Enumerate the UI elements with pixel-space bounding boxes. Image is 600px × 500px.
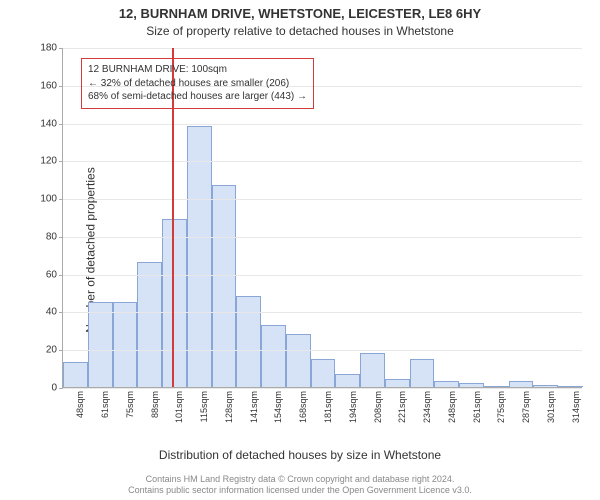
xtick-label: 48sqm — [75, 391, 85, 418]
ytick-mark — [59, 237, 63, 238]
annotation-box: 12 BURNHAM DRIVE: 100sqm← 32% of detache… — [81, 58, 314, 109]
xtick-label: 261sqm — [472, 391, 482, 423]
ytick-mark — [59, 86, 63, 87]
histogram-bar — [459, 383, 484, 387]
histogram-bar — [335, 374, 360, 387]
chart-title: 12, BURNHAM DRIVE, WHETSTONE, LEICESTER,… — [0, 6, 600, 21]
histogram-bar — [187, 126, 212, 387]
gridline — [63, 237, 582, 238]
ytick-label: 180 — [40, 43, 57, 54]
ytick-mark — [59, 48, 63, 49]
histogram-bar — [385, 379, 410, 387]
x-axis-label: Distribution of detached houses by size … — [0, 448, 600, 462]
footer-line-2: Contains public sector information licen… — [0, 485, 600, 496]
annotation-line: ← 32% of detached houses are smaller (20… — [88, 77, 307, 91]
xtick-label: 168sqm — [298, 391, 308, 423]
xtick-label: 61sqm — [100, 391, 110, 418]
plot-area: 02040608010012014016018048sqm61sqm75sqm8… — [62, 48, 582, 388]
histogram-bar — [286, 334, 311, 387]
histogram-bar — [410, 359, 435, 387]
xtick-label: 154sqm — [273, 391, 283, 423]
histogram-bar — [558, 386, 583, 387]
gridline — [63, 388, 582, 389]
histogram-bar — [509, 381, 534, 387]
histogram-bar — [137, 262, 162, 387]
chart-subtitle: Size of property relative to detached ho… — [0, 24, 600, 38]
xtick-label: 275sqm — [496, 391, 506, 423]
xtick-label: 248sqm — [447, 391, 457, 423]
xtick-label: 194sqm — [348, 391, 358, 423]
histogram-bar — [434, 381, 459, 387]
gridline — [63, 124, 582, 125]
gridline — [63, 275, 582, 276]
xtick-label: 221sqm — [397, 391, 407, 423]
ytick-mark — [59, 199, 63, 200]
histogram-bar — [212, 185, 237, 387]
histogram-bar — [311, 359, 336, 387]
xtick-label: 181sqm — [323, 391, 333, 423]
xtick-label: 141sqm — [249, 391, 259, 423]
ytick-label: 140 — [40, 118, 57, 129]
xtick-label: 234sqm — [422, 391, 432, 423]
annotation-line: 68% of semi-detached houses are larger (… — [88, 90, 307, 104]
ytick-label: 120 — [40, 156, 57, 167]
histogram-bar — [88, 302, 113, 387]
xtick-label: 101sqm — [174, 391, 184, 423]
ytick-label: 0 — [51, 383, 57, 394]
gridline — [63, 161, 582, 162]
xtick-label: 75sqm — [125, 391, 135, 418]
histogram-bar — [236, 296, 261, 387]
histogram-bar — [533, 385, 558, 387]
histogram-bar — [261, 325, 286, 387]
chart-container: { "title": "12, BURNHAM DRIVE, WHETSTONE… — [0, 0, 600, 500]
xtick-label: 88sqm — [150, 391, 160, 418]
histogram-bar — [360, 353, 385, 387]
ytick-mark — [59, 350, 63, 351]
xtick-label: 115sqm — [199, 391, 209, 422]
histogram-bar — [63, 362, 88, 387]
xtick-label: 128sqm — [224, 391, 234, 423]
ytick-label: 20 — [46, 345, 57, 356]
ytick-label: 80 — [46, 231, 57, 242]
ytick-mark — [59, 161, 63, 162]
ytick-mark — [59, 388, 63, 389]
histogram-bar — [162, 219, 187, 387]
ytick-mark — [59, 312, 63, 313]
xtick-label: 301sqm — [546, 391, 556, 423]
ytick-mark — [59, 124, 63, 125]
annotation-line: 12 BURNHAM DRIVE: 100sqm — [88, 63, 307, 77]
ytick-mark — [59, 275, 63, 276]
ytick-label: 40 — [46, 307, 57, 318]
footer-line-1: Contains HM Land Registry data © Crown c… — [0, 474, 600, 485]
gridline — [63, 312, 582, 313]
xtick-label: 314sqm — [571, 391, 581, 423]
histogram-bar — [113, 302, 138, 387]
gridline — [63, 350, 582, 351]
histogram-bar — [484, 386, 509, 387]
xtick-label: 287sqm — [521, 391, 531, 423]
xtick-label: 208sqm — [373, 391, 383, 423]
chart-footer: Contains HM Land Registry data © Crown c… — [0, 474, 600, 497]
gridline — [63, 199, 582, 200]
ytick-label: 160 — [40, 80, 57, 91]
ytick-label: 100 — [40, 194, 57, 205]
ytick-label: 60 — [46, 269, 57, 280]
gridline — [63, 48, 582, 49]
